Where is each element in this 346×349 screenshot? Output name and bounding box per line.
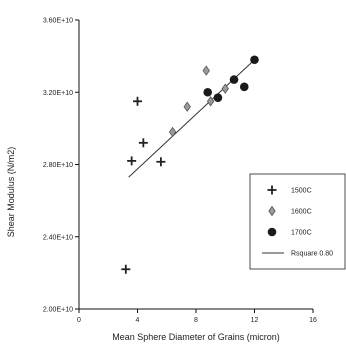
y-tick-label: 2.00E+10 <box>43 307 73 314</box>
y-tick-label: 2.40E+10 <box>43 234 73 241</box>
data-point <box>156 157 166 167</box>
legend-label: 1600C <box>291 209 312 216</box>
y-tick-label: 2.80E+10 <box>43 162 73 169</box>
legend-label: Rsquare 0.80 <box>291 251 333 258</box>
x-tick-label: 8 <box>194 317 198 324</box>
data-point <box>221 83 229 94</box>
data-point <box>127 156 137 166</box>
data-point <box>239 82 249 92</box>
legend-marker <box>268 205 276 217</box>
data-point <box>250 55 259 65</box>
data-point <box>202 65 210 76</box>
data-point <box>229 75 239 84</box>
y-axis-title: Shear Modulus (N/m2) <box>6 147 16 238</box>
data-point <box>183 101 191 112</box>
x-axis-title: Mean Sphere Diameter of Grains (micron) <box>112 332 280 342</box>
x-tick-label: 4 <box>136 317 140 324</box>
legend-label: 1700C <box>291 230 312 237</box>
data-point <box>138 138 148 148</box>
data-point <box>203 87 212 97</box>
x-tick-label: 12 <box>251 317 259 324</box>
legend-marker <box>267 185 277 195</box>
x-tick-label: 16 <box>309 317 317 324</box>
legend-marker <box>267 227 277 237</box>
legend-label: 1500C <box>291 188 312 195</box>
y-tick-label: 3.60E+10 <box>43 18 73 25</box>
data-point <box>168 126 177 138</box>
data-point <box>206 96 215 107</box>
data-point <box>121 264 131 274</box>
x-tick-label: 0 <box>77 317 81 324</box>
data-points <box>121 55 259 274</box>
x-axis-ticks: 0 4 8 12 16 <box>77 309 317 324</box>
y-tick-label: 3.20E+10 <box>43 90 73 97</box>
data-point <box>213 93 223 102</box>
data-point <box>133 96 142 106</box>
legend: 1500C 1600C 1700C Rsquare 0.80 <box>249 173 346 270</box>
y-axis-ticks: 2.00E+10 2.40E+10 2.80E+10 3.20E+10 3.60E+10 <box>43 18 79 314</box>
